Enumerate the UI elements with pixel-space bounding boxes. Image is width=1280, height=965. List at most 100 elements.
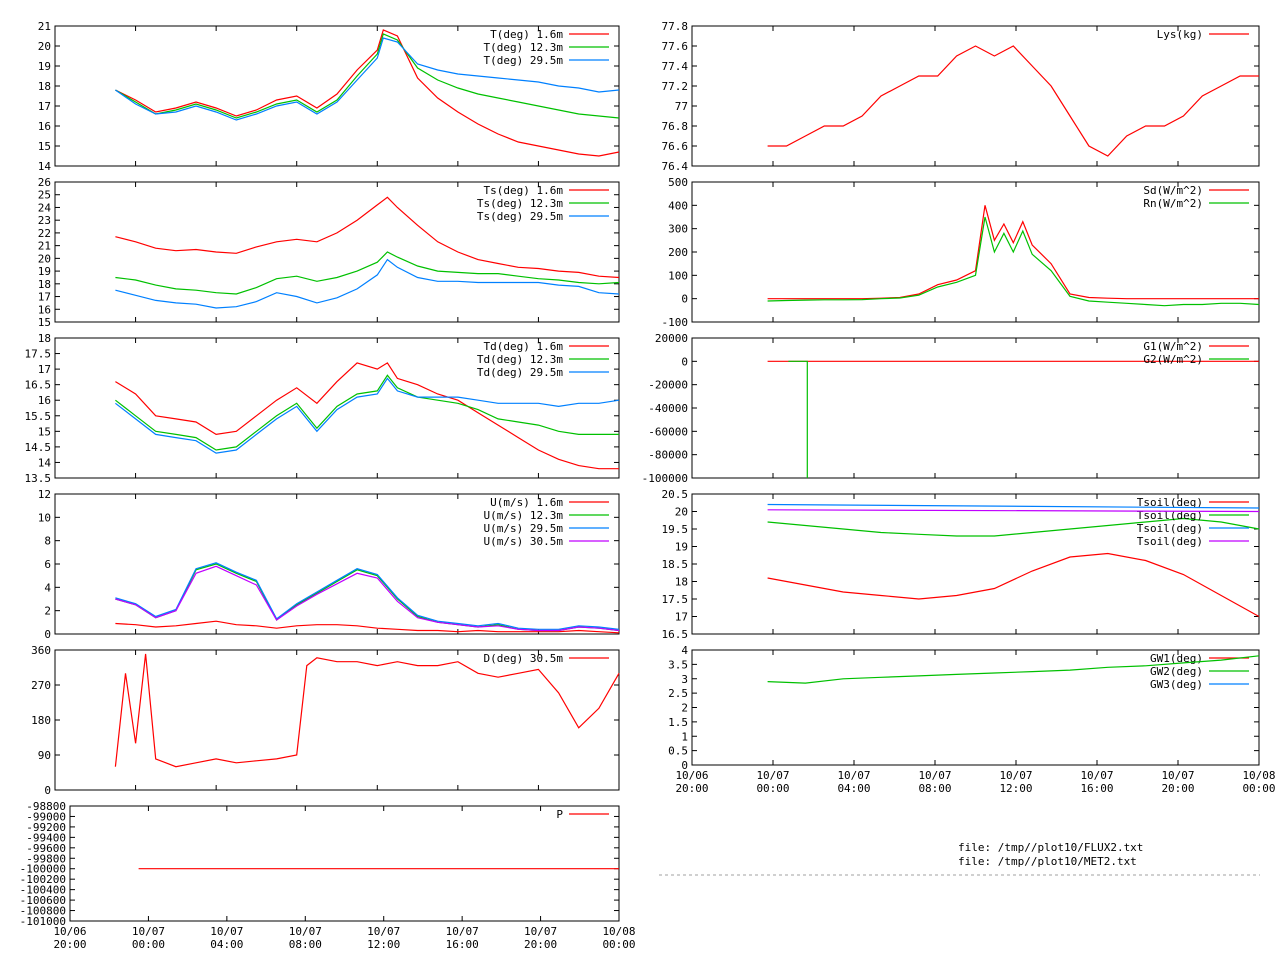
- y-tick-label: 15.5: [25, 410, 52, 423]
- legend-label: U(m/s) 30.5m: [484, 535, 564, 548]
- x-tick-label: 08:00: [289, 938, 322, 951]
- y-tick-label: -99200: [26, 821, 66, 834]
- y-tick-label: 2: [44, 605, 51, 618]
- series-line: [115, 29, 620, 157]
- legend-label: GW2(deg): [1150, 665, 1203, 678]
- legend-label: U(m/s) 29.5m: [484, 522, 564, 535]
- series-line: [115, 362, 619, 470]
- y-tick-label: -99000: [26, 810, 66, 823]
- y-tick-label: 14: [38, 456, 52, 469]
- y-tick-label: 0: [681, 293, 688, 306]
- series-line: [115, 196, 620, 279]
- y-tick-label: 17: [675, 611, 688, 624]
- y-tick-label: 76.4: [662, 160, 689, 173]
- y-tick-label: 270: [31, 679, 51, 692]
- y-tick-label: -101000: [20, 915, 66, 928]
- legend-label: T(deg) 29.5m: [484, 54, 564, 67]
- y-tick-label: 400: [668, 199, 688, 212]
- y-tick-label: 77.6: [662, 40, 689, 53]
- plot-frame: [54, 25, 620, 167]
- y-tick-label: 3: [681, 673, 688, 686]
- y-tick-label: 18: [675, 576, 688, 589]
- x-tick-label: 10/07: [524, 925, 557, 938]
- x-tick-label: 10/07: [132, 925, 165, 938]
- legend-label: Td(deg) 12.3m: [477, 353, 563, 366]
- x-tick-label: 20:00: [53, 938, 86, 951]
- x-tick-label: 10/07: [289, 925, 322, 938]
- legend-label: Tsoil(deg): [1137, 535, 1203, 548]
- y-tick-label: 16.5: [25, 379, 52, 392]
- y-tick-label: 16.5: [662, 628, 689, 641]
- y-tick-label: 19: [675, 541, 688, 554]
- y-tick-label: 20: [38, 40, 51, 53]
- panel-tsoil: 16.51717.51818.51919.52020.5Tsoil(deg)Ts…: [662, 488, 1260, 641]
- y-tick-label: -99400: [26, 831, 66, 844]
- y-tick-label: 76.6: [662, 140, 689, 153]
- x-tick-label: 10/07: [210, 925, 243, 938]
- y-tick-label: 17.5: [25, 348, 52, 361]
- y-tick-label: 8: [44, 535, 51, 548]
- series-line: [115, 377, 620, 454]
- x-tick-label: 10/07: [999, 769, 1032, 782]
- y-tick-label: -100200: [20, 873, 66, 886]
- y-tick-label: 10: [38, 511, 51, 524]
- y-tick-label: 15: [38, 425, 51, 438]
- y-tick-label: 2: [681, 702, 688, 715]
- legend-label: P: [556, 808, 563, 821]
- y-tick-label: -99600: [26, 842, 66, 855]
- series-line: [767, 216, 1260, 307]
- x-tick-label: 16:00: [446, 938, 479, 951]
- y-tick-label: -80000: [648, 449, 688, 462]
- series-line: [115, 258, 620, 309]
- x-tick-label: 20:00: [675, 782, 708, 795]
- plot-frame: [691, 25, 1260, 167]
- y-tick-label: 4: [44, 581, 51, 594]
- y-tick-label: 17: [38, 100, 51, 113]
- legend-label: D(deg) 30.5m: [484, 652, 564, 665]
- y-tick-label: 16: [38, 120, 51, 133]
- y-tick-label: 4: [681, 644, 688, 657]
- panel-g: -100000 -80000 -60000 -40000 -20000 0 20000 G1(…: [642, 332, 1260, 485]
- legend-label: Td(deg) 1.6m: [484, 340, 564, 353]
- y-tick-label: 300: [668, 223, 688, 236]
- panel-lys: 76.4 76.6 76.8 77 77.2 77.4 77.6 77.8 Lys(kg): [662, 20, 1260, 173]
- y-tick-label: 21: [38, 240, 51, 253]
- x-tick-label: 10/06: [675, 769, 708, 782]
- y-tick-label: 26: [38, 176, 51, 189]
- y-tick-label: 0.5: [668, 745, 688, 758]
- y-tick-label: 77.2: [662, 80, 689, 93]
- series-line: [115, 37, 620, 121]
- y-tick-label: 25: [38, 189, 51, 202]
- x-tick-label: 10/08: [1242, 769, 1275, 782]
- y-tick-label: 18.5: [662, 558, 689, 571]
- y-tick-label: 14: [38, 160, 52, 173]
- x-tick-label: 00:00: [602, 938, 635, 951]
- panel-u: 0 2 4 6 8 10 12 U(m/s) 1.6mU(m/s) 12.3mU(m/s) 2…: [38, 488, 620, 641]
- y-tick-label: 18: [38, 332, 51, 345]
- panel-sd: -100 0 100 200 300 400 500 Sd(W/m^2)Rn(W/m^2): [662, 176, 1260, 329]
- y-tick-label: 76.8: [662, 120, 689, 133]
- y-tick-label: 22: [38, 227, 51, 240]
- y-tick-label: -100400: [20, 884, 66, 897]
- x-tick-label: 10/07: [837, 769, 870, 782]
- legend-label: G2(W/m^2): [1143, 353, 1203, 366]
- y-tick-label: 0: [681, 759, 688, 772]
- panel-t: 14 15 16 17 18 19 20 21 T(deg) 1.6mT(deg) 12.3mT…: [38, 20, 620, 173]
- y-tick-label: -100000: [20, 863, 66, 876]
- y-tick-label: 16: [38, 394, 51, 407]
- y-tick-label: 180: [31, 714, 51, 727]
- y-tick-label: 77.8: [662, 20, 689, 33]
- x-tick-label: 10/07: [1080, 769, 1113, 782]
- series-line: [115, 374, 619, 451]
- x-tick-label: 12:00: [999, 782, 1032, 795]
- legend-label: Ts(deg) 12.3m: [477, 197, 563, 210]
- y-tick-label: 0: [44, 784, 51, 797]
- y-tick-label: 20: [675, 506, 688, 519]
- legend-label: Rn(W/m^2): [1143, 197, 1203, 210]
- series-line: [115, 563, 620, 632]
- x-tick-label: 04:00: [837, 782, 870, 795]
- y-tick-label: -60000: [648, 425, 688, 438]
- y-tick-label: 17.5: [662, 593, 689, 606]
